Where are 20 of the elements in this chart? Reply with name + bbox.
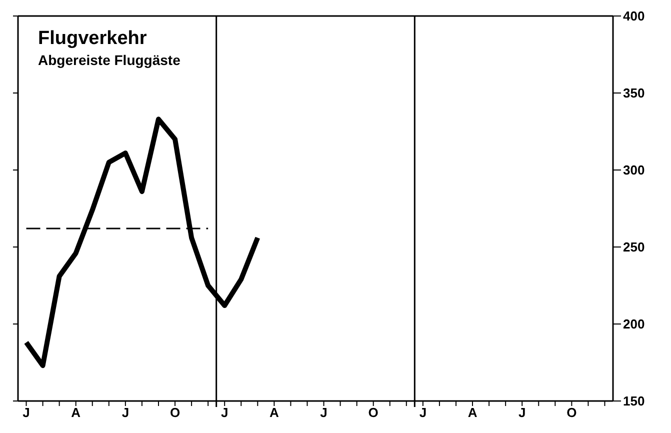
x-tick-label: J (320, 405, 328, 420)
x-tick-label: A (468, 405, 478, 420)
y-tick-label: 250 (623, 240, 645, 255)
y-tick-label: 200 (623, 316, 645, 332)
x-tick-label: O (170, 405, 180, 420)
x-tick-label: J (22, 405, 30, 420)
x-tick-label: O (368, 405, 378, 420)
x-tick-label: J (122, 405, 130, 420)
x-tick-label: A (71, 405, 82, 420)
text: Abgereiste Fluggäste (38, 52, 180, 68)
y-tick-label: 300 (623, 162, 645, 178)
x-tick-label: A (269, 405, 280, 420)
y-tick-label: 150 (623, 394, 645, 409)
text: Flugverkehr (38, 28, 148, 50)
y-tick-label: 400 (623, 8, 645, 24)
x-tick-label: O (566, 405, 577, 420)
x-tick-label: J (220, 405, 228, 420)
y-tick-label: 350 (623, 86, 645, 101)
x-tick-label: J (419, 405, 427, 420)
x-tick-label: J (518, 405, 526, 420)
